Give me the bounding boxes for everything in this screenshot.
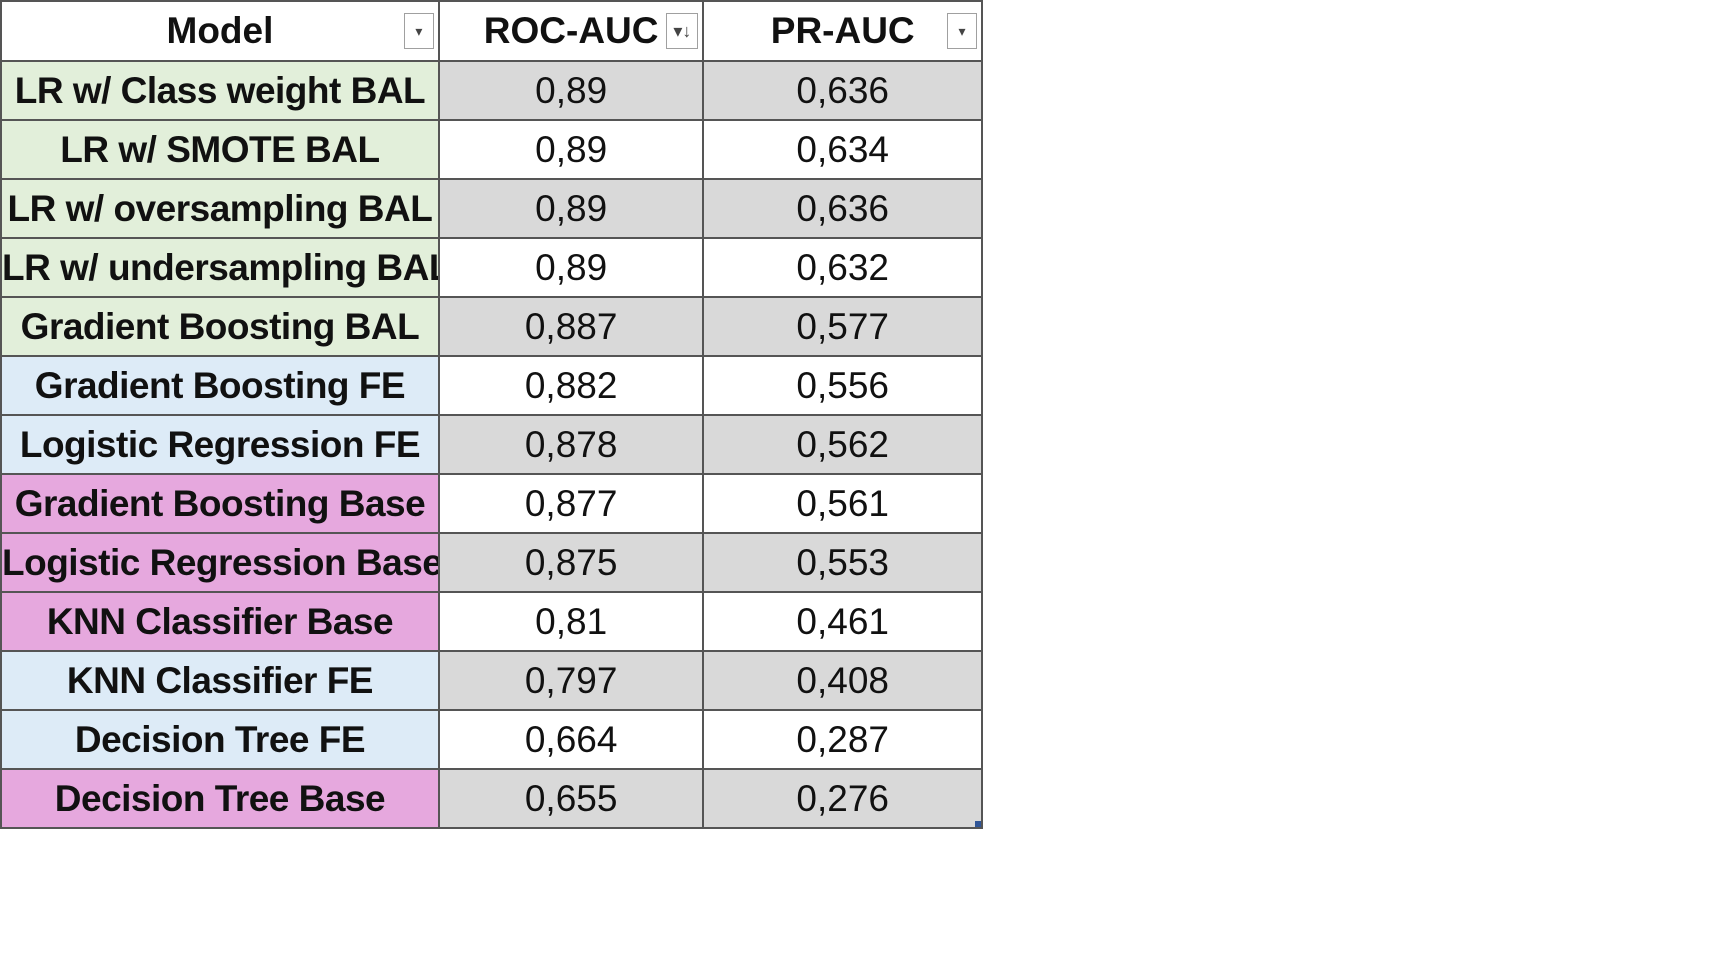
model-cell[interactable]: Decision Tree Base bbox=[0, 768, 440, 829]
roc-auc-cell[interactable]: 0,655 bbox=[437, 768, 705, 829]
pr-auc-cell[interactable]: 0,634 bbox=[702, 119, 983, 180]
table-row: Logistic Regression Base 0,875 0,553 bbox=[0, 532, 983, 593]
roc-auc-cell[interactable]: 0,664 bbox=[437, 709, 705, 770]
roc-auc-cell[interactable]: 0,89 bbox=[437, 178, 705, 239]
header-model[interactable]: Model ▾ bbox=[0, 0, 440, 62]
pr-auc-cell[interactable]: 0,461 bbox=[702, 591, 983, 652]
roc-auc-cell[interactable]: 0,882 bbox=[437, 355, 705, 416]
header-roc-auc-label: ROC-AUC bbox=[483, 10, 659, 51]
table-row: Gradient Boosting Base 0,877 0,561 bbox=[0, 473, 983, 534]
model-cell[interactable]: LR w/ Class weight BAL bbox=[0, 60, 440, 121]
pr-auc-cell[interactable]: 0,636 bbox=[702, 60, 983, 121]
model-cell[interactable]: LR w/ oversampling BAL bbox=[0, 178, 440, 239]
model-cell[interactable]: KNN Classifier Base bbox=[0, 591, 440, 652]
table-row: LR w/ undersampling BAL 0,89 0,632 bbox=[0, 237, 983, 298]
table-row: LR w/ Class weight BAL 0,89 0,636 bbox=[0, 60, 983, 121]
model-cell[interactable]: Logistic Regression Base bbox=[0, 532, 440, 593]
dropdown-arrow-icon[interactable]: ▾ bbox=[403, 13, 434, 49]
model-cell[interactable]: Logistic Regression FE bbox=[0, 414, 440, 475]
fill-handle[interactable] bbox=[975, 821, 981, 826]
roc-auc-cell[interactable]: 0,89 bbox=[437, 119, 705, 180]
roc-auc-cell[interactable]: 0,89 bbox=[437, 237, 705, 298]
model-cell[interactable]: Gradient Boosting FE bbox=[0, 355, 440, 416]
header-pr-auc-label: PR-AUC bbox=[770, 10, 915, 51]
roc-auc-cell[interactable]: 0,877 bbox=[437, 473, 705, 534]
table-body: LR w/ Class weight BAL 0,89 0,636 LR w/ SMO… bbox=[0, 60, 983, 829]
roc-auc-cell[interactable]: 0,887 bbox=[437, 296, 705, 357]
dropdown-arrow-icon[interactable]: ▾ bbox=[947, 13, 977, 49]
roc-auc-cell[interactable]: 0,878 bbox=[437, 414, 705, 475]
model-cell[interactable]: Gradient Boosting Base bbox=[0, 473, 440, 534]
pr-auc-cell[interactable]: 0,562 bbox=[702, 414, 983, 475]
roc-auc-cell[interactable]: 0,875 bbox=[437, 532, 705, 593]
header-roc-auc[interactable]: ROC-AUC ▾↓ bbox=[437, 0, 705, 62]
model-cell[interactable]: Gradient Boosting BAL bbox=[0, 296, 440, 357]
table-row: Logistic Regression FE 0,878 0,562 bbox=[0, 414, 983, 475]
pr-auc-cell[interactable]: 0,408 bbox=[702, 650, 983, 711]
header-model-label: Model bbox=[166, 10, 274, 51]
model-cell[interactable]: KNN Classifier FE bbox=[0, 650, 440, 711]
pr-auc-cell[interactable]: 0,276 bbox=[702, 768, 983, 829]
model-cell[interactable]: Decision Tree FE bbox=[0, 709, 440, 770]
results-table: Model ▾ ROC-AUC ▾↓ PR-AUC ▾ LR w/ Class … bbox=[0, 0, 983, 829]
table-row: Decision Tree FE 0,664 0,287 bbox=[0, 709, 983, 770]
pr-auc-cell[interactable]: 0,556 bbox=[702, 355, 983, 416]
header-row: Model ▾ ROC-AUC ▾↓ PR-AUC ▾ bbox=[0, 0, 983, 62]
pr-auc-cell[interactable]: 0,636 bbox=[702, 178, 983, 239]
pr-auc-cell[interactable]: 0,632 bbox=[702, 237, 983, 298]
table-row: LR w/ oversampling BAL 0,89 0,636 bbox=[0, 178, 983, 239]
header-pr-auc[interactable]: PR-AUC ▾ bbox=[702, 0, 983, 62]
table-row: Gradient Boosting BAL 0,887 0,577 bbox=[0, 296, 983, 357]
table-row: LR w/ SMOTE BAL 0,89 0,634 bbox=[0, 119, 983, 180]
pr-auc-cell[interactable]: 0,287 bbox=[702, 709, 983, 770]
table-row: KNN Classifier Base 0,81 0,461 bbox=[0, 591, 983, 652]
roc-auc-cell[interactable]: 0,797 bbox=[437, 650, 705, 711]
roc-auc-cell[interactable]: 0,81 bbox=[437, 591, 705, 652]
roc-auc-cell[interactable]: 0,89 bbox=[437, 60, 705, 121]
sort-descending-icon[interactable]: ▾↓ bbox=[666, 13, 699, 49]
pr-auc-cell[interactable]: 0,577 bbox=[702, 296, 983, 357]
table-row: KNN Classifier FE 0,797 0,408 bbox=[0, 650, 983, 711]
table-row: Gradient Boosting FE 0,882 0,556 bbox=[0, 355, 983, 416]
table-row: Decision Tree Base 0,655 0,276 bbox=[0, 768, 983, 829]
model-cell[interactable]: LR w/ undersampling BAL bbox=[0, 237, 440, 298]
model-cell[interactable]: LR w/ SMOTE BAL bbox=[0, 119, 440, 180]
pr-auc-cell[interactable]: 0,553 bbox=[702, 532, 983, 593]
pr-auc-cell[interactable]: 0,561 bbox=[702, 473, 983, 534]
